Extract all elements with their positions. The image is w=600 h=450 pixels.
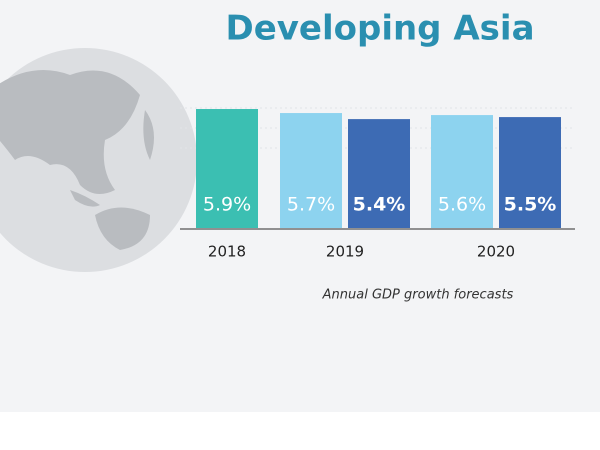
value-label: 5.9% (203, 194, 251, 216)
value-label: 5.5% (504, 194, 557, 216)
x-tick-label: 2020 (477, 243, 515, 261)
x-tick-label: 2018 (208, 243, 246, 261)
bar (499, 117, 561, 228)
caption: Annual GDP growth forecasts (322, 288, 514, 303)
bar (280, 113, 342, 228)
value-label: 5.6% (438, 194, 486, 216)
value-label: 5.4% (353, 194, 406, 216)
value-label: 5.7% (287, 194, 335, 216)
bar (431, 115, 493, 228)
bar (196, 109, 258, 228)
chart-title: Developing Asia (225, 9, 534, 49)
globe (0, 48, 197, 272)
bar (348, 119, 410, 228)
x-tick-label: 2019 (326, 243, 364, 261)
